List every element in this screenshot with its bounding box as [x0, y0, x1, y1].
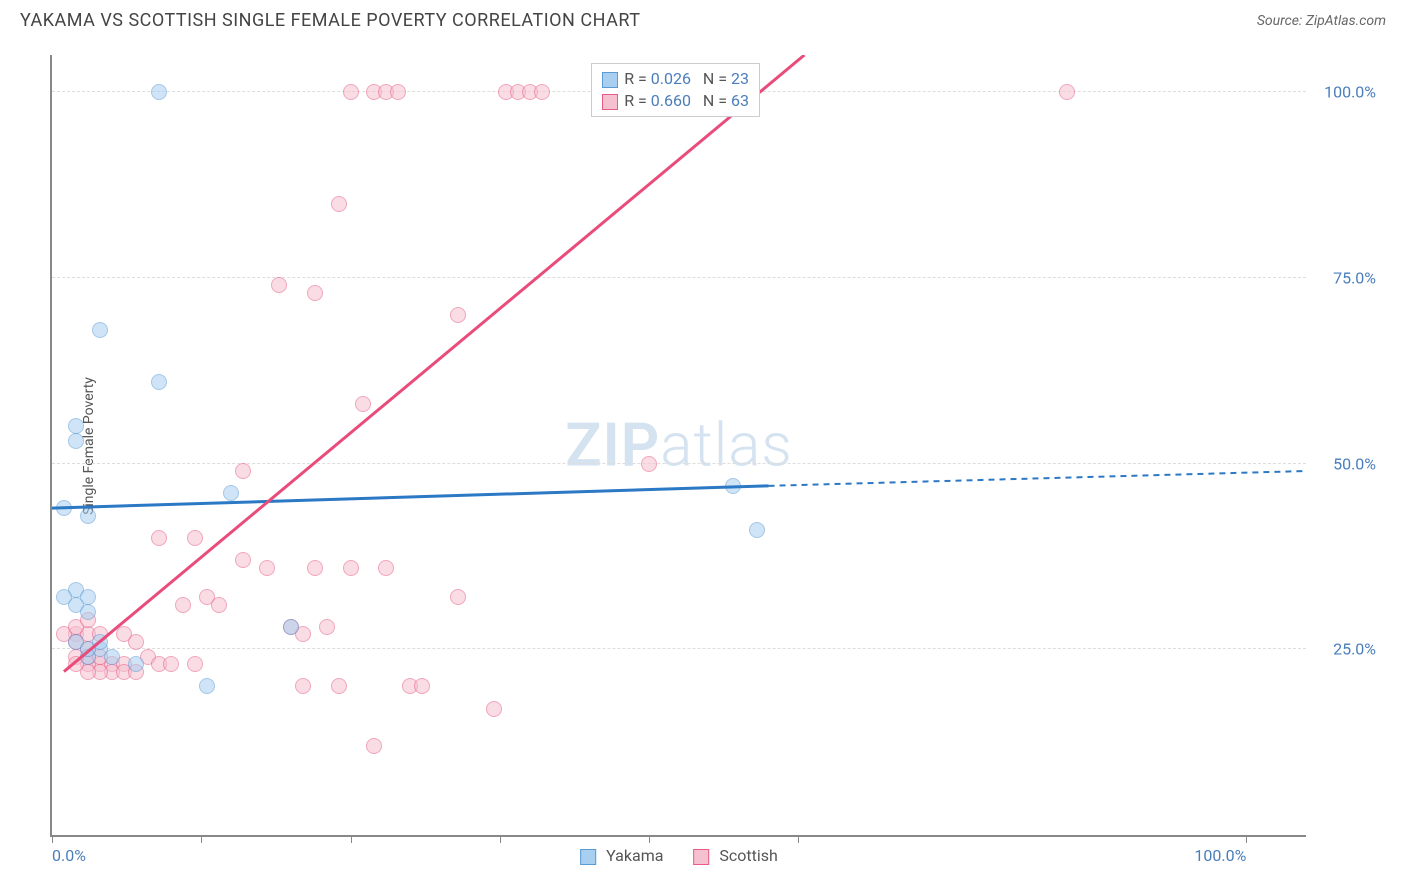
- gridline: [52, 648, 1306, 649]
- data-point: [187, 656, 203, 672]
- data-point: [355, 396, 371, 412]
- data-point: [283, 619, 299, 635]
- x-tick: [798, 835, 799, 843]
- data-point: [151, 84, 167, 100]
- data-point: [259, 560, 275, 576]
- data-point: [307, 285, 323, 301]
- data-point: [56, 589, 72, 605]
- data-point: [163, 656, 179, 672]
- data-point: [343, 560, 359, 576]
- data-point: [223, 485, 239, 501]
- data-point: [390, 84, 406, 100]
- data-point: [641, 456, 657, 472]
- data-point: [366, 738, 382, 754]
- data-point: [175, 597, 191, 613]
- data-point: [331, 196, 347, 212]
- chart-area: Single Female Poverty ZIPatlas 25.0%50.0…: [50, 55, 1306, 837]
- x-tick-label: 0.0%: [52, 846, 86, 865]
- data-point: [343, 84, 359, 100]
- data-point: [199, 678, 215, 694]
- data-point: [235, 552, 251, 568]
- data-point: [749, 522, 765, 538]
- data-point: [80, 508, 96, 524]
- y-tick-label: 50.0%: [1333, 454, 1376, 473]
- x-tick: [500, 835, 501, 843]
- data-point: [56, 500, 72, 516]
- data-point: [1059, 84, 1075, 100]
- data-point: [211, 597, 227, 613]
- x-tick: [649, 835, 650, 843]
- gridline: [52, 277, 1306, 278]
- data-point: [331, 678, 347, 694]
- data-point: [295, 678, 311, 694]
- plot-region: ZIPatlas 25.0%50.0%75.0%100.0%0.0%100.0%…: [50, 55, 1306, 837]
- data-point: [104, 649, 120, 665]
- data-point: [486, 701, 502, 717]
- x-tick: [201, 835, 202, 843]
- data-point: [378, 560, 394, 576]
- y-tick-label: 100.0%: [1324, 83, 1376, 102]
- data-point: [128, 634, 144, 650]
- header: YAKAMA VS SCOTTISH SINGLE FEMALE POVERTY…: [0, 0, 1406, 36]
- x-tick: [351, 835, 352, 843]
- correlation-legend: R = 0.026 N = 23R = 0.660 N = 63: [591, 63, 760, 117]
- watermark: ZIPatlas: [565, 410, 793, 481]
- data-point: [307, 560, 323, 576]
- data-point: [235, 463, 251, 479]
- data-point: [187, 530, 203, 546]
- data-point: [68, 418, 84, 434]
- y-tick-label: 25.0%: [1333, 640, 1376, 659]
- data-point: [92, 322, 108, 338]
- series-legend: Yakama Scottish: [565, 846, 793, 865]
- data-point: [151, 374, 167, 390]
- data-point: [534, 84, 550, 100]
- data-point: [450, 589, 466, 605]
- data-point: [271, 277, 287, 293]
- data-point: [450, 307, 466, 323]
- x-tick: [1246, 835, 1247, 843]
- data-point: [414, 678, 430, 694]
- y-tick-label: 75.0%: [1333, 268, 1376, 287]
- data-point: [128, 656, 144, 672]
- x-tick: [52, 835, 53, 843]
- data-point: [92, 634, 108, 650]
- source-label: Source: ZipAtlas.com: [1257, 13, 1386, 29]
- data-point: [725, 478, 741, 494]
- data-point: [319, 619, 335, 635]
- data-point: [151, 530, 167, 546]
- data-point: [80, 604, 96, 620]
- x-tick-label: 100.0%: [1194, 846, 1246, 865]
- page-title: YAKAMA VS SCOTTISH SINGLE FEMALE POVERTY…: [20, 10, 640, 31]
- data-point: [68, 433, 84, 449]
